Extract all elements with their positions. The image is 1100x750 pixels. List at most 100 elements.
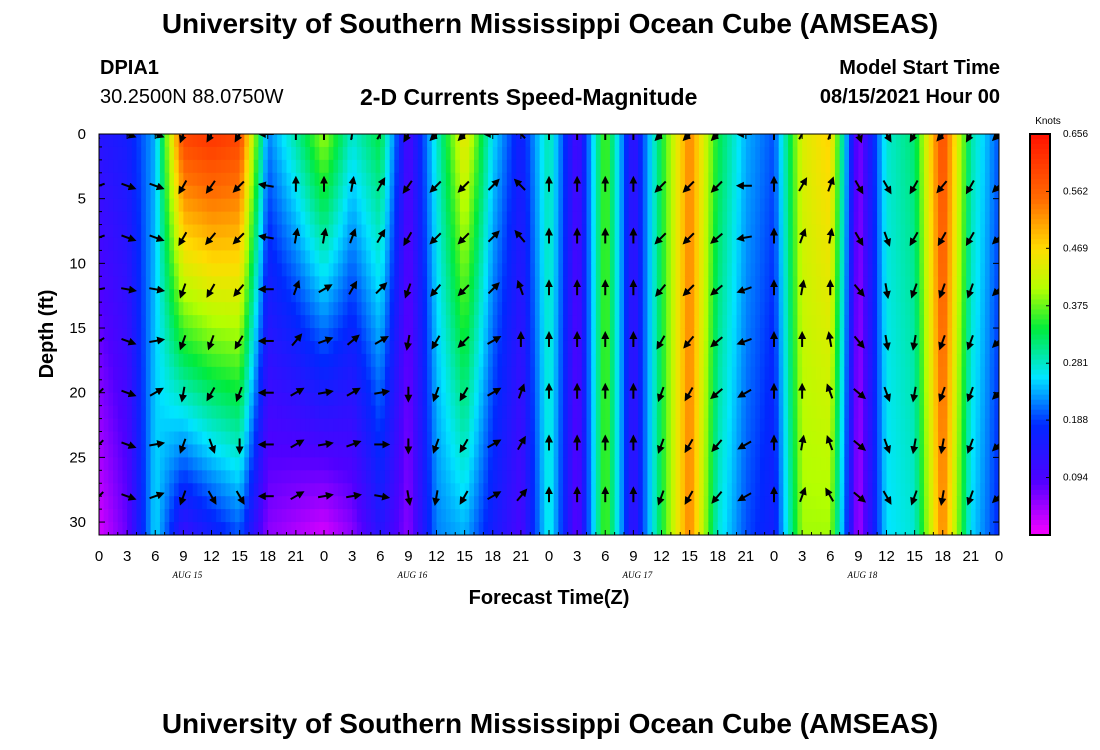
heatmap-cell (581, 159, 588, 174)
heatmap-cell (352, 198, 358, 213)
heatmap-cell (244, 134, 250, 148)
heatmap-cell (638, 198, 644, 213)
heatmap-cell (755, 509, 761, 523)
heatmap-cell (727, 211, 733, 226)
heatmap-cell (258, 366, 264, 381)
heatmap-cell (539, 431, 545, 446)
heatmap-cell (188, 418, 194, 433)
heatmap-cell (244, 509, 250, 523)
heatmap-cell (825, 237, 831, 252)
heatmap-cell (164, 185, 170, 200)
heatmap-cell (694, 379, 700, 394)
heatmap-cell (389, 431, 395, 446)
heatmap-cell (806, 405, 813, 420)
heatmap-cell (530, 263, 536, 277)
heatmap-cell (469, 392, 475, 407)
heatmap-cell (849, 276, 855, 290)
heatmap-cell (567, 392, 574, 407)
heatmap-cell (530, 353, 536, 368)
heatmap-cell (624, 405, 630, 420)
heatmap-cell (234, 159, 241, 174)
heatmap-cell (474, 483, 480, 497)
heatmap-cell (174, 276, 180, 290)
heatmap-cell (553, 134, 559, 148)
heatmap-cell (178, 159, 184, 174)
heatmap-cell (192, 418, 199, 433)
heatmap-cell (281, 237, 288, 252)
heatmap-cell (783, 289, 789, 303)
heatmap-cell (520, 185, 527, 200)
heatmap-cell (202, 134, 208, 148)
heatmap-cell (656, 328, 663, 342)
heatmap-cell (614, 134, 620, 148)
heatmap-cell (478, 431, 484, 446)
heatmap-cell (220, 522, 227, 535)
heatmap-cell (727, 185, 733, 200)
heatmap-cell (703, 172, 709, 187)
heatmap-cell (328, 457, 334, 471)
heatmap-cell (267, 405, 274, 420)
heatmap-cell (127, 379, 133, 394)
heatmap-cell (844, 522, 850, 535)
heatmap-cell (352, 315, 358, 329)
heatmap-cell (820, 198, 827, 213)
heatmap-cell (586, 392, 592, 407)
heatmap-cell (192, 276, 199, 290)
heatmap-cell (839, 470, 845, 484)
heatmap-cell (169, 457, 175, 471)
heatmap-cell (234, 522, 241, 535)
heatmap-cell (783, 328, 789, 342)
heatmap-cell (361, 392, 367, 407)
heatmap-cell (849, 522, 855, 535)
heatmap-cell (591, 366, 597, 381)
heatmap-cell (670, 263, 677, 277)
heatmap-cell (638, 340, 644, 355)
heatmap-cell (305, 328, 311, 342)
heatmap-cell (464, 289, 470, 303)
heatmap-cell (792, 353, 799, 368)
heatmap-cell (122, 185, 128, 200)
heatmap-cell (202, 211, 208, 226)
heatmap-cell (652, 431, 658, 446)
heatmap-cell (516, 509, 522, 523)
heatmap-cell (422, 146, 428, 161)
heatmap-cell (450, 405, 456, 420)
heatmap-cell (736, 263, 742, 277)
heatmap-cell (609, 146, 616, 161)
heatmap-cell (220, 263, 227, 277)
heatmap-cell (464, 392, 470, 407)
heatmap-cell (342, 315, 349, 329)
heatmap-cell (628, 263, 634, 277)
heatmap-cell (202, 405, 208, 420)
heatmap-cell (511, 353, 517, 368)
heatmap-cell (520, 353, 527, 368)
heatmap-cell (713, 379, 719, 394)
heatmap-cell (577, 185, 583, 200)
heatmap-cell (338, 159, 344, 174)
heatmap-cell (680, 418, 686, 433)
heatmap-cell (722, 276, 728, 290)
heatmap-cell (577, 198, 583, 213)
heatmap-cell (263, 263, 269, 277)
heatmap-cell (455, 496, 461, 510)
heatmap-cell (239, 328, 245, 342)
heatmap-cell (113, 483, 119, 497)
heatmap-cell (581, 405, 588, 420)
heatmap-cell (703, 237, 709, 252)
heatmap-cell (342, 302, 349, 316)
heatmap-cell (736, 340, 742, 355)
heatmap-cell (305, 172, 311, 187)
heatmap-cell (375, 379, 381, 394)
heatmap-cell (389, 366, 395, 381)
heatmap-cell (141, 315, 147, 329)
heatmap-cell (370, 211, 377, 226)
heatmap-cell (464, 379, 470, 394)
heatmap-cell (141, 198, 147, 213)
heatmap-cell (131, 470, 138, 484)
heatmap-cell (572, 159, 578, 174)
heatmap-cell (502, 134, 508, 148)
heatmap-cell (445, 302, 452, 316)
heatmap-cell (581, 353, 588, 368)
heatmap-cell (825, 146, 831, 161)
heatmap-cell (183, 289, 189, 303)
